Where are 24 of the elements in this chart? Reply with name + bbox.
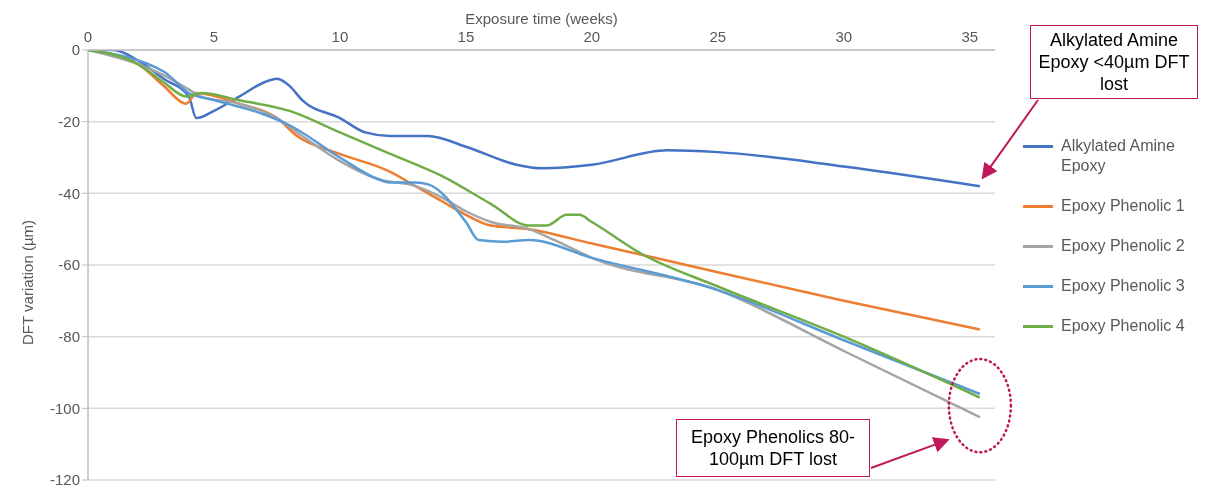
legend-label: Epoxy Phenolic 2 (1061, 236, 1185, 256)
x-tick-label: 15 (457, 28, 475, 45)
y-tick-label: -80 (58, 327, 80, 345)
x-tick-label: 0 (83, 28, 93, 45)
y-tick-label: -100 (49, 399, 80, 417)
y-tick-label: -60 (58, 256, 80, 274)
x-tick-label: 35 (961, 28, 979, 45)
annotation: Epoxy Phenolics 80-100µm DFT lost (676, 419, 870, 477)
y-axis-title: DFT variation (µm) (19, 219, 37, 345)
x-tick-label: 30 (835, 28, 853, 45)
x-tick-label: 20 (583, 28, 601, 45)
y-tick-label: -120 (49, 471, 80, 489)
x-tick-label: 10 (331, 28, 349, 45)
y-tick-label: -20 (58, 112, 80, 130)
y-tick-label: 0 (71, 41, 80, 59)
legend-label: Epoxy Phenolic 1 (1061, 196, 1185, 216)
text: Alkylated Amine Epoxy <40µm DFT lost (1030, 25, 1198, 99)
x-tick-label: 25 (709, 28, 727, 45)
legend-label: Epoxy Phenolic 3 (1061, 276, 1185, 296)
legend-label: Alkylated Amine Epoxy (1061, 136, 1176, 176)
x-axis-title: Exposure time (weeks) (465, 9, 618, 27)
x-tick-label: 5 (209, 28, 219, 45)
y-tick-label: -40 (58, 184, 80, 202)
legend-label: Epoxy Phenolic 4 (1061, 316, 1185, 336)
